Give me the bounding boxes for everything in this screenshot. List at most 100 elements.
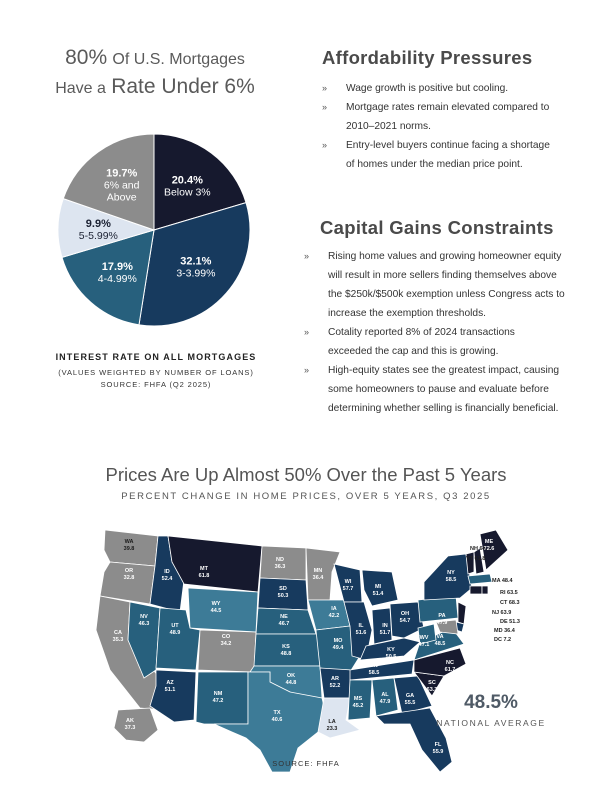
capital-gains-bullet: » Cotality reported 8% of 2024 transactio… bbox=[304, 323, 604, 361]
state-nv bbox=[127, 601, 161, 679]
state-tn bbox=[349, 659, 415, 681]
state-code-ak: AK bbox=[126, 718, 134, 724]
national-average-label: NATIONAL AVERAGE bbox=[436, 718, 546, 728]
state-code-ut: UT bbox=[171, 623, 179, 629]
state-code-pa: PA bbox=[438, 613, 445, 619]
bullet-marker: » bbox=[322, 140, 328, 150]
bullet-line: will result in more sellers finding them… bbox=[328, 270, 557, 281]
bullet-marker: » bbox=[304, 365, 310, 375]
title-line2-lead: Have a bbox=[55, 80, 106, 97]
state-code-me: ME bbox=[485, 539, 494, 545]
state-code-ne: NE bbox=[280, 614, 288, 620]
bullet-line: Cotality reported 8% of 2024 transaction… bbox=[328, 327, 515, 338]
state-value-id: 52.4 bbox=[162, 576, 174, 582]
state-code-nv: NV bbox=[140, 614, 148, 620]
state-value-co: 34.2 bbox=[221, 641, 232, 647]
pie-slice-3-3-99- bbox=[138, 202, 251, 327]
state-value-ky: 50.5 bbox=[386, 654, 397, 660]
state-mt bbox=[167, 535, 263, 593]
state-value-in: 51.7 bbox=[380, 630, 391, 636]
pie-chart-title: 80% Of U.S. Mortgages Have a Rate Under … bbox=[40, 44, 270, 102]
pie-caption: INTEREST RATE ON ALL MORTGAGES (VALUES W… bbox=[36, 352, 276, 389]
state-label-dc: DC 7.2 bbox=[494, 637, 511, 643]
state-value-mi: 51.4 bbox=[373, 591, 385, 597]
bullet-line: Rising home values and growing homeowner… bbox=[328, 251, 562, 262]
bullet-marker: » bbox=[322, 102, 328, 112]
state-mn bbox=[305, 547, 341, 601]
pie-caption-note: (VALUES WEIGHTED BY NUMBER OF LOANS) bbox=[58, 368, 254, 377]
state-code-ks: KS bbox=[282, 644, 290, 650]
bullet-line: of homes under the median price point. bbox=[346, 159, 523, 170]
state-label-ct: CT 68.3 bbox=[500, 600, 520, 606]
state-value-ok: 44.8 bbox=[286, 680, 297, 686]
state-value-mo: 49.4 bbox=[333, 645, 345, 651]
state-value-nm: 47.2 bbox=[213, 698, 224, 704]
state-wy bbox=[187, 587, 259, 633]
state-value-mt: 61.8 bbox=[199, 573, 210, 579]
bullet-line: Wage growth is positive but cooling. bbox=[346, 83, 509, 94]
state-label-nj: NJ 63.9 bbox=[492, 610, 511, 616]
map-subtitle: PERCENT CHANGE IN HOME PRICES, OVER 5 YE… bbox=[121, 491, 491, 502]
state-code-ca: CA bbox=[114, 630, 122, 636]
state-code-wv: WV bbox=[420, 635, 429, 641]
state-tx bbox=[213, 671, 329, 773]
state-code-id: ID bbox=[164, 569, 170, 575]
state-value-fl: 55.9 bbox=[433, 749, 444, 755]
affordability-bullets: » Wage growth is positive but cooling. » Mo… bbox=[322, 79, 602, 174]
national-average-value: 48.5% bbox=[464, 692, 518, 713]
bullet-line: exceeded the cap and this is growing. bbox=[328, 346, 499, 357]
state-ct bbox=[469, 585, 483, 595]
state-mo bbox=[315, 625, 361, 673]
state-code-ia: IA bbox=[331, 606, 337, 612]
state-label-ma: MA 48.4 bbox=[492, 578, 514, 584]
state-value-or: 32.8 bbox=[124, 575, 135, 581]
state-label-md: MD 36.4 bbox=[494, 628, 516, 634]
state-code-il: IL bbox=[359, 623, 365, 629]
national-average: 48.5% NATIONAL AVERAGE bbox=[436, 692, 546, 728]
bullet-line: the $250k/$500k exemption unless Congres… bbox=[328, 289, 565, 300]
bullet-line: determining whether selling is financial… bbox=[328, 403, 559, 414]
bullet-line: Mortgage rates remain elevated compared … bbox=[346, 102, 550, 113]
state-value-mn: 36.4 bbox=[313, 575, 325, 581]
bullet-marker: » bbox=[304, 327, 310, 337]
state-code-nc: NC bbox=[446, 660, 454, 666]
state-ms bbox=[347, 679, 373, 721]
state-value-ny: 58.5 bbox=[446, 577, 457, 583]
state-nj bbox=[457, 601, 467, 625]
state-label-de: DE 51.3 bbox=[500, 619, 520, 625]
pie-slice-below-3- bbox=[153, 133, 247, 231]
pie-slice-value-label: 19.7% bbox=[106, 168, 137, 180]
capital-gains-bullet: » High-equity states see the greatest imp… bbox=[304, 361, 604, 418]
state-code-fl: FL bbox=[435, 742, 442, 748]
state-az bbox=[149, 669, 197, 723]
affordability-bullet: » Entry-level buyers continue facing a sh… bbox=[322, 136, 602, 174]
map-title: Prices Are Up Almost 50% Over the Past 5… bbox=[105, 464, 507, 485]
state-value-ar: 52.2 bbox=[330, 683, 341, 689]
state-code-az: AZ bbox=[166, 680, 174, 686]
state-or bbox=[99, 561, 156, 605]
state-label-vt: VT 61.8 bbox=[466, 556, 485, 562]
pie-caption-title: INTEREST RATE ON ALL MORTGAGES bbox=[55, 352, 257, 362]
state-value-ut: 48.9 bbox=[170, 630, 181, 636]
state-label-ri: RI 63.5 bbox=[500, 590, 518, 596]
state-code-ms: MS bbox=[354, 696, 363, 702]
bullet-line: increase the exemption thresholds. bbox=[328, 308, 486, 319]
pie-slice-6-and-above bbox=[62, 133, 155, 231]
map-source: SOURCE: FHFA bbox=[272, 759, 340, 768]
state-value-ks: 48.8 bbox=[281, 651, 292, 657]
state-code-ok: OK bbox=[287, 673, 295, 679]
state-ga bbox=[393, 675, 433, 715]
state-label-nh: NH 64.3 bbox=[470, 546, 490, 552]
affordability-bullet: » Wage growth is positive but cooling. bbox=[322, 79, 602, 98]
state-nh bbox=[473, 547, 485, 575]
state-code-ny: NY bbox=[447, 570, 455, 576]
pie-slice-category-label: 6% and bbox=[104, 180, 140, 192]
state-wv bbox=[417, 623, 437, 645]
state-value-la: 23.3 bbox=[327, 726, 338, 732]
state-value-il: 51.6 bbox=[356, 630, 367, 636]
state-value-wa: 39.8 bbox=[124, 546, 135, 552]
state-value-ga: 55.5 bbox=[405, 700, 416, 706]
pie-slice-category-label: 4-4.99% bbox=[98, 273, 137, 285]
state-al bbox=[371, 677, 399, 717]
state-fl bbox=[375, 707, 453, 773]
